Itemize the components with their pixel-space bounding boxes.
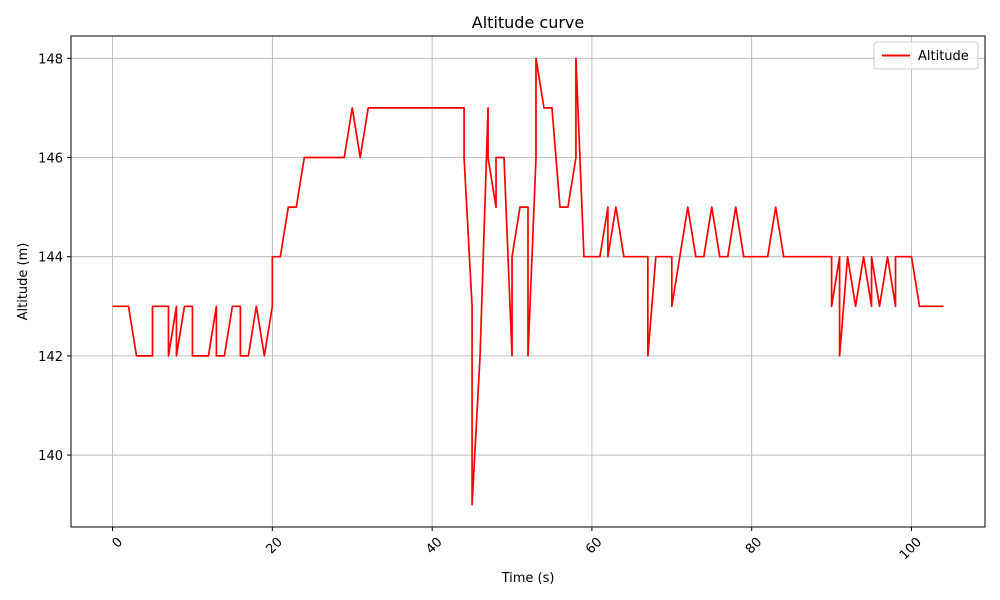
y-axis-label: Altitude (m) (16, 243, 31, 321)
legend-box (873, 41, 979, 70)
y-tick-label: 140 (38, 449, 63, 464)
x-tick-label: 80 (743, 535, 765, 557)
series-line-altitude (112, 57, 944, 506)
x-tick-label: 40 (423, 535, 445, 557)
x-tick-label: 20 (264, 535, 286, 557)
x-tick-label: 100 (897, 535, 925, 563)
x-axis-label: Time (s) (501, 571, 555, 586)
x-tick-label: 0 (110, 535, 126, 551)
legend: Altitude (873, 41, 979, 70)
y-tick-label: 144 (38, 251, 63, 266)
legend-label-altitude: Altitude (918, 49, 969, 64)
plot-frame (70, 35, 986, 528)
y-tick-label: 146 (38, 152, 63, 167)
x-tick-label: 60 (583, 535, 605, 557)
series-layer (112, 57, 944, 506)
y-tick-label: 148 (38, 52, 63, 67)
chart-title: Altitude curve (472, 13, 584, 32)
y-tick-label: 142 (38, 350, 63, 365)
